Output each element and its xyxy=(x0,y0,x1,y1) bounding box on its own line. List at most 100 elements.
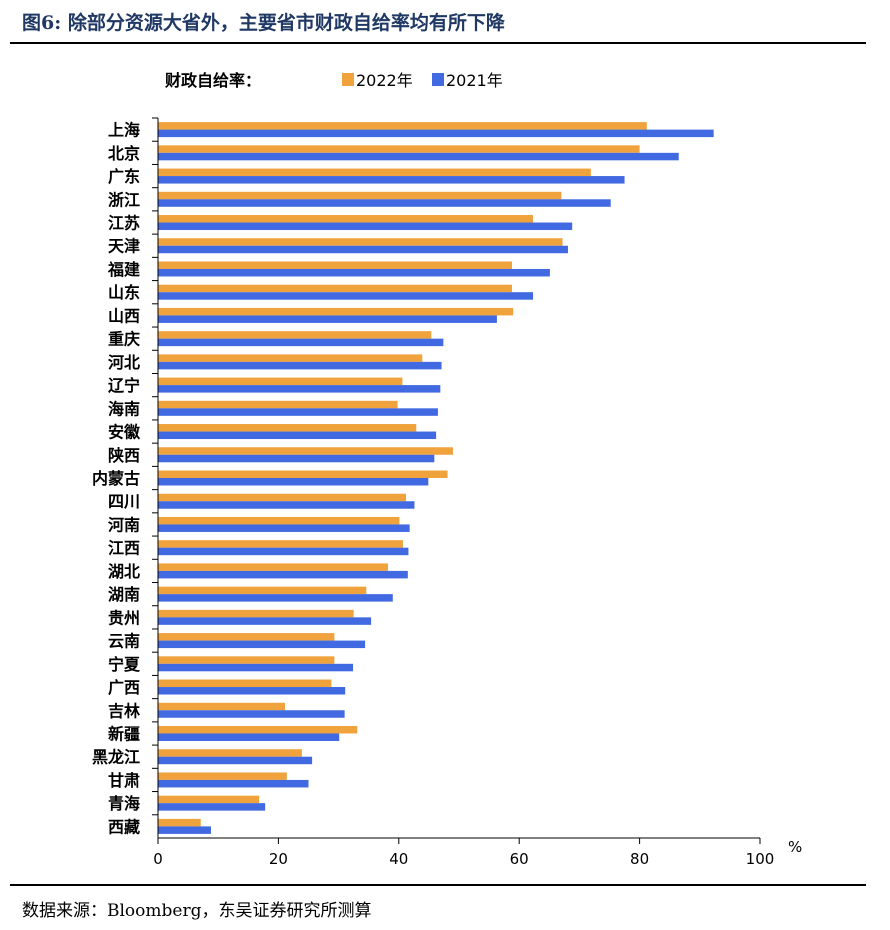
bar-2022年-海南 xyxy=(158,400,398,409)
bar-2022年-黑龙江 xyxy=(158,749,302,757)
category-label: 黑龙江 xyxy=(92,748,140,767)
x-tick-label: 60 xyxy=(510,850,529,868)
bar-2022年-湖北 xyxy=(158,563,388,571)
bar-2022年-贵州 xyxy=(158,609,354,618)
bar-2022年-河南 xyxy=(158,516,400,525)
top-rule xyxy=(10,42,866,44)
bar-2021年-湖南 xyxy=(158,594,393,602)
bar-2021年-山西 xyxy=(158,315,497,323)
bar-2021年-重庆 xyxy=(158,338,444,347)
legend-label-2022: 2022年 xyxy=(356,71,413,90)
category-label: 陕西 xyxy=(108,446,140,465)
bar-2021年-江苏 xyxy=(158,222,573,231)
bar-2021年-江西 xyxy=(158,547,409,556)
category-label: 甘肃 xyxy=(108,771,140,790)
bar-2022年-甘肃 xyxy=(158,772,287,780)
category-label: 青海 xyxy=(108,794,140,813)
bar-2022年-浙江 xyxy=(158,191,562,200)
category-labels: 上海北京广东浙江江苏天津福建山东山西重庆河北辽宁海南安徽陕西内蒙古四川河南江西湖… xyxy=(92,121,141,837)
bar-2021年-河南 xyxy=(158,524,410,532)
bar-2021年-内蒙古 xyxy=(158,478,429,486)
bars-group xyxy=(158,122,714,834)
bar-2021年-西藏 xyxy=(158,826,211,834)
bar-2021年-吉林 xyxy=(158,710,345,718)
bar-2022年-吉林 xyxy=(158,702,286,711)
legend-swatch-2021 xyxy=(432,73,444,86)
legend: 财政自给率： 2022年 2021年 xyxy=(164,71,503,90)
category-label: 海南 xyxy=(108,399,140,418)
category-label: 江西 xyxy=(108,539,140,558)
bar-2022年-北京 xyxy=(158,145,640,153)
x-axis-unit: % xyxy=(788,838,802,856)
bar-2021年-安徽 xyxy=(158,431,437,440)
axes: 0 20 40 60 80 100 xyxy=(152,117,775,868)
bar-2022年-重庆 xyxy=(158,331,432,339)
bar-2022年-内蒙古 xyxy=(158,470,448,478)
category-label: 上海 xyxy=(108,121,140,140)
bar-2021年-湖北 xyxy=(158,570,408,579)
x-tick-label: 20 xyxy=(269,850,288,868)
bar-2022年-云南 xyxy=(158,633,335,641)
category-label: 浙江 xyxy=(108,190,140,209)
category-label: 宁夏 xyxy=(108,655,141,674)
bar-2022年-天津 xyxy=(158,238,563,246)
bar-2022年-山西 xyxy=(158,307,514,316)
x-tick-label: 0 xyxy=(153,850,163,868)
bar-2021年-甘肃 xyxy=(158,779,309,788)
source-note: 数据来源：Bloomberg，东吴证券研究所测算 xyxy=(22,901,372,921)
legend-title: 财政自给率： xyxy=(164,71,261,90)
category-label: 山东 xyxy=(108,283,140,302)
bar-2022年-新疆 xyxy=(158,725,358,734)
figure-title: 图6: 除部分资源大省外，主要省市财政自给率均有所下降 xyxy=(22,12,505,34)
category-label: 天津 xyxy=(108,237,140,256)
category-label: 重庆 xyxy=(108,330,140,349)
category-label: 江苏 xyxy=(108,214,140,233)
bar-2021年-海南 xyxy=(158,408,438,416)
bar-2021年-天津 xyxy=(158,245,568,254)
x-tick-label: 100 xyxy=(746,850,775,868)
bar-2022年-山东 xyxy=(158,284,512,293)
category-label: 北京 xyxy=(108,144,140,163)
bar-2022年-江苏 xyxy=(158,215,534,223)
bar-2021年-云南 xyxy=(158,640,366,649)
category-label: 四川 xyxy=(108,492,140,511)
category-label: 安徽 xyxy=(108,423,141,442)
bar-2021年-上海 xyxy=(158,129,714,138)
bar-2021年-黑龙江 xyxy=(158,756,313,765)
category-label: 吉林 xyxy=(108,701,140,720)
category-label: 湖南 xyxy=(108,585,140,604)
category-label: 湖北 xyxy=(108,562,140,581)
bar-2022年-广东 xyxy=(158,168,591,177)
bar-2021年-青海 xyxy=(158,803,266,811)
bar-2021年-贵州 xyxy=(158,617,372,625)
category-label: 辽宁 xyxy=(108,376,140,395)
bar-2022年-青海 xyxy=(158,795,260,804)
bar-2021年-北京 xyxy=(158,152,679,161)
bar-2022年-安徽 xyxy=(158,424,417,432)
bar-2021年-宁夏 xyxy=(158,663,354,672)
bar-2022年-四川 xyxy=(158,493,407,502)
bottom-rule xyxy=(10,884,866,886)
bar-2022年-上海 xyxy=(158,122,647,130)
category-label: 贵州 xyxy=(108,608,140,627)
bar-2021年-新疆 xyxy=(158,733,340,741)
bar-2021年-山东 xyxy=(158,292,534,300)
bar-2022年-宁夏 xyxy=(158,656,335,664)
bar-2021年-辽宁 xyxy=(158,385,441,393)
bar-2022年-陕西 xyxy=(158,447,453,455)
bar-2022年-广西 xyxy=(158,679,332,688)
category-label: 云南 xyxy=(108,632,140,651)
category-label: 山西 xyxy=(108,306,140,325)
bar-2021年-广西 xyxy=(158,687,346,695)
bar-2021年-陕西 xyxy=(158,454,435,463)
category-label: 河南 xyxy=(108,515,140,534)
bar-2022年-福建 xyxy=(158,261,512,269)
category-label: 新疆 xyxy=(108,724,140,743)
x-tick-label: 80 xyxy=(630,850,649,868)
x-tick-label: 40 xyxy=(389,850,408,868)
bar-2022年-辽宁 xyxy=(158,377,403,386)
bar-2022年-西藏 xyxy=(158,818,201,827)
legend-swatch-2022 xyxy=(342,73,354,86)
bar-2021年-河北 xyxy=(158,361,442,370)
